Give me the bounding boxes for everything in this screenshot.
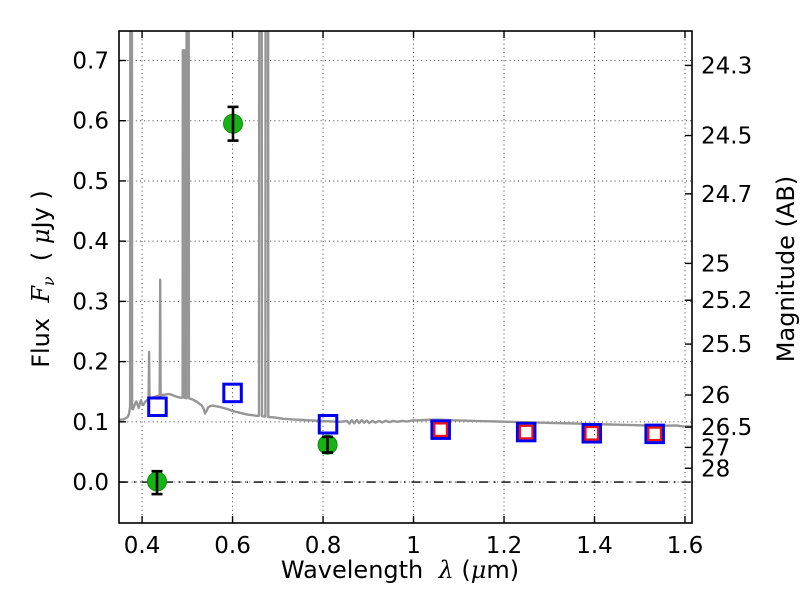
y-tick-label-right: 26 [701, 383, 730, 409]
x-tick-label: 0.8 [305, 533, 342, 559]
y-tick-label-left: 0.1 [72, 410, 109, 436]
model-photometry-blue-squares-marker [147, 396, 168, 418]
y-tick-label-right: 24.5 [701, 124, 752, 150]
y-tick-label-left: 0.2 [72, 350, 109, 376]
axis-label-part: F [27, 285, 55, 303]
x-tick-label: 1.2 [486, 533, 523, 559]
series-model-photometry-blue-squares [147, 382, 665, 445]
x-tick-label: 1.4 [576, 533, 613, 559]
x-tick-label: 1.6 [667, 533, 704, 559]
tick-marks [119, 31, 692, 523]
model-photometry-red-squares-marker [584, 425, 600, 441]
y-tick-label-right: 25.2 [701, 288, 752, 314]
series-observed-flux-points [147, 105, 338, 496]
axis-label-part: λ [438, 556, 454, 584]
y-tick-label-right: 25.5 [701, 332, 752, 358]
model-photometry-blue-squares-marker [317, 413, 339, 435]
model-photometry-blue-squares-marker [644, 423, 665, 445]
y-axis-label-right: Magnitude (AB) [772, 99, 800, 439]
model-photometry-blue-squares-marker [222, 382, 243, 404]
x-tick-label: 0.6 [214, 533, 251, 559]
observed-flux-points-errorbar [322, 435, 334, 454]
y-tick-label-left: 0.7 [72, 49, 109, 75]
x-tick-label: 0.4 [124, 533, 161, 559]
y-tick-label-right: 26.5 [701, 415, 752, 441]
y-tick-label-right: 28 [701, 456, 730, 482]
axis-label-part: Jy ) [27, 190, 55, 229]
model-photometry-blue-squares-marker [430, 419, 451, 440]
model-photometry-blue-squares-marker [515, 421, 537, 443]
series-model-photometry-red-squares [433, 422, 663, 442]
y-tick-label-left: 0.5 [72, 169, 109, 195]
y-tick-label-right: 24.7 [701, 182, 752, 208]
y-tick-label-right: 24.3 [701, 53, 752, 79]
x-tick-label: 1 [406, 533, 421, 559]
axis-label-part: Wavelength [280, 556, 439, 584]
model-photometry-red-squares-marker [518, 424, 534, 440]
y-tick-label-left: 0.6 [72, 109, 109, 135]
x-axis-label: Wavelength λ (μm) [160, 556, 640, 584]
axis-label-part: Flux [27, 302, 55, 368]
series-model-spectrum [119, 31, 692, 428]
axis-label-part: μ [470, 556, 487, 584]
model-photometry-red-squares-marker [433, 422, 449, 438]
observed-flux-points-errorbar [151, 469, 163, 496]
axis-label-part: Magnitude (AB) [772, 175, 800, 363]
axis-label-part: ( [27, 244, 55, 277]
grid [119, 31, 692, 523]
observed-flux-points-errorbar [227, 105, 239, 142]
y-axis-label-left: Flux Fν ( μJy ) [27, 109, 58, 449]
axis-label-part: ( [453, 556, 471, 584]
axis-label-part: μ [27, 228, 55, 245]
model-photometry-red-squares-marker [647, 426, 663, 442]
model-photometry-blue-squares-marker [581, 423, 603, 444]
axis-label-part: ν [38, 276, 58, 286]
y-tick-label-left: 0.3 [72, 289, 109, 315]
axis-label-part: m) [486, 556, 520, 584]
tick-labels: 0.4 0.6 0.8 1 1.2 1.4 1.6 0.0 0.1 0.2 0.3 0.4 0.5 0.6… [72, 49, 752, 559]
y-tick-label-right: 25 [701, 251, 730, 277]
y-tick-label-right: 27 [701, 435, 730, 461]
axes-frame [118, 30, 693, 524]
y-tick-label-left: 0.0 [72, 470, 109, 496]
y-tick-label-left: 0.4 [72, 229, 109, 255]
